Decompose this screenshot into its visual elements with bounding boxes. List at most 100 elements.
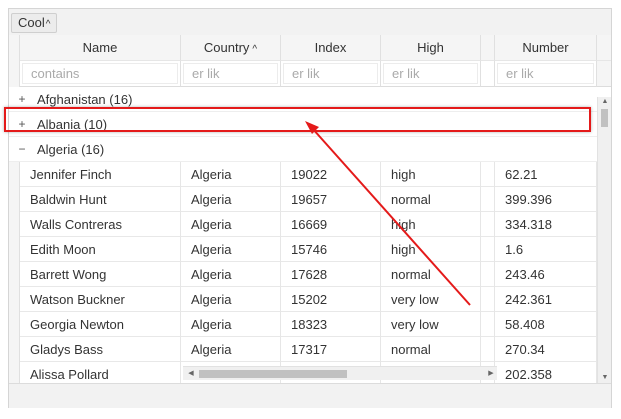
- table-row[interactable]: Edith Moon Algeria 15746 high 1.6: [9, 237, 597, 262]
- cell-index[interactable]: 16669: [281, 212, 381, 237]
- column-header-label: High: [417, 40, 444, 55]
- column-header-number[interactable]: Number: [495, 35, 597, 61]
- row-indent: [9, 337, 20, 362]
- table-row[interactable]: Watson Buckner Algeria 15202 very low 242.36…: [9, 287, 597, 312]
- cell-name[interactable]: Alissa Pollard: [20, 362, 181, 387]
- cell-number[interactable]: 270.34: [495, 337, 597, 362]
- scroll-right-icon[interactable]: ▶: [488, 370, 494, 377]
- cell-name[interactable]: Edith Moon: [20, 237, 181, 262]
- filter-input-country[interactable]: [183, 63, 278, 84]
- column-header-label: Number: [522, 40, 569, 55]
- collapse-icon[interactable]: −: [18, 142, 26, 156]
- table-row[interactable]: Baldwin Hunt Algeria 19657 normal 399.396: [9, 187, 597, 212]
- grid-footer: [9, 383, 611, 408]
- row-indent: [9, 237, 20, 262]
- spacer-cell: [481, 162, 495, 187]
- scroll-up-icon[interactable]: ▲: [601, 98, 609, 105]
- cell-high[interactable]: high: [381, 237, 481, 262]
- cell-index[interactable]: 15746: [281, 237, 381, 262]
- cell-name[interactable]: Gladys Bass: [20, 337, 181, 362]
- cell-country[interactable]: Algeria: [181, 237, 281, 262]
- cell-high[interactable]: normal: [381, 187, 481, 212]
- column-header-name[interactable]: Name: [20, 35, 181, 61]
- horizontal-scrollbar[interactable]: ◀ ▶: [183, 366, 497, 380]
- group-label: Albania (10): [37, 117, 108, 132]
- vertical-scroll-thumb[interactable]: [601, 109, 608, 127]
- column-header-label: Name: [82, 40, 118, 55]
- cell-number[interactable]: 1.6: [495, 237, 597, 262]
- scroll-left-icon[interactable]: ◀: [188, 370, 194, 377]
- vertical-scrollbar[interactable]: ▲ ▼: [597, 97, 611, 383]
- cell-index[interactable]: 19022: [281, 162, 381, 187]
- cell-index[interactable]: 17317: [281, 337, 381, 362]
- filter-input-number[interactable]: [497, 63, 594, 84]
- cell-name[interactable]: Barrett Wong: [20, 262, 181, 287]
- spacer-cell: [481, 312, 495, 337]
- column-header-label: Index: [314, 40, 347, 55]
- cell-country[interactable]: Algeria: [181, 262, 281, 287]
- table-row[interactable]: Walls Contreras Algeria 16669 high 334.318: [9, 212, 597, 237]
- filter-input-name[interactable]: [22, 63, 178, 84]
- cell-index[interactable]: 19657: [281, 187, 381, 212]
- cell-index[interactable]: 17628: [281, 262, 381, 287]
- column-header-high[interactable]: High: [381, 35, 481, 61]
- cell-number[interactable]: 242.361: [495, 287, 597, 312]
- cell-country[interactable]: Algeria: [181, 337, 281, 362]
- cell-country[interactable]: Algeria: [181, 187, 281, 212]
- cell-country[interactable]: Algeria: [181, 287, 281, 312]
- cell-high[interactable]: very low: [381, 287, 481, 312]
- cell-country[interactable]: Algeria: [181, 312, 281, 337]
- expand-icon[interactable]: +: [18, 92, 26, 106]
- cell-number[interactable]: 202.358: [495, 362, 597, 387]
- cell-name[interactable]: Watson Buckner: [20, 287, 181, 312]
- group-panel: Cool^: [9, 9, 611, 36]
- group-row-afghanistan[interactable]: + Afghanistan (16): [9, 87, 597, 112]
- cell-name[interactable]: Walls Contreras: [20, 212, 181, 237]
- cell-high[interactable]: very low: [381, 312, 481, 337]
- cell-high[interactable]: high: [381, 162, 481, 187]
- filter-input-index[interactable]: [283, 63, 378, 84]
- cell-name[interactable]: Georgia Newton: [20, 312, 181, 337]
- spacer-cell: [481, 187, 495, 212]
- cell-country[interactable]: Algeria: [181, 162, 281, 187]
- cell-high[interactable]: normal: [381, 337, 481, 362]
- cell-high[interactable]: normal: [381, 262, 481, 287]
- chevron-up-icon: ^: [45, 19, 51, 30]
- horizontal-scroll-thumb[interactable]: [199, 370, 347, 378]
- filter-cell-number: [495, 61, 597, 87]
- filter-cell-spacer: [481, 61, 495, 87]
- group-row-algeria[interactable]: − Algeria (16): [9, 137, 597, 162]
- cell-high[interactable]: high: [381, 212, 481, 237]
- cell-index[interactable]: 15202: [281, 287, 381, 312]
- data-grid: Cool^ Name Country^ Index High Number + …: [8, 8, 612, 408]
- cell-name[interactable]: Jennifer Finch: [20, 162, 181, 187]
- spacer-cell: [481, 262, 495, 287]
- row-indent: [9, 162, 20, 187]
- filter-input-high[interactable]: [383, 63, 478, 84]
- table-row[interactable]: Jennifer Finch Algeria 19022 high 62.21: [9, 162, 597, 187]
- spacer-cell: [481, 287, 495, 312]
- cell-index[interactable]: 18323: [281, 312, 381, 337]
- expand-icon[interactable]: +: [18, 117, 26, 131]
- row-indent: [9, 187, 20, 212]
- group-row-albania[interactable]: + Albania (10): [9, 112, 597, 137]
- table-row[interactable]: Barrett Wong Algeria 17628 normal 243.46: [9, 262, 597, 287]
- group-chip-label: Cool: [18, 15, 45, 30]
- spacer-cell: [481, 212, 495, 237]
- table-row[interactable]: Gladys Bass Algeria 17317 normal 270.34: [9, 337, 597, 362]
- cell-number[interactable]: 58.408: [495, 312, 597, 337]
- table-row[interactable]: Georgia Newton Algeria 18323 very low 58.408: [9, 312, 597, 337]
- group-label: Algeria (16): [37, 142, 105, 157]
- column-header-country[interactable]: Country ^: [181, 35, 281, 61]
- row-indent: [9, 262, 20, 287]
- cell-name[interactable]: Baldwin Hunt: [20, 187, 181, 212]
- filter-cell-name: [20, 61, 181, 87]
- scroll-down-icon[interactable]: ▼: [601, 374, 609, 381]
- cell-number[interactable]: 399.396: [495, 187, 597, 212]
- cell-number[interactable]: 243.46: [495, 262, 597, 287]
- cell-country[interactable]: Algeria: [181, 212, 281, 237]
- cell-number[interactable]: 62.21: [495, 162, 597, 187]
- cell-number[interactable]: 334.318: [495, 212, 597, 237]
- group-chip-cool[interactable]: Cool^: [11, 13, 58, 33]
- column-header-index[interactable]: Index: [281, 35, 381, 61]
